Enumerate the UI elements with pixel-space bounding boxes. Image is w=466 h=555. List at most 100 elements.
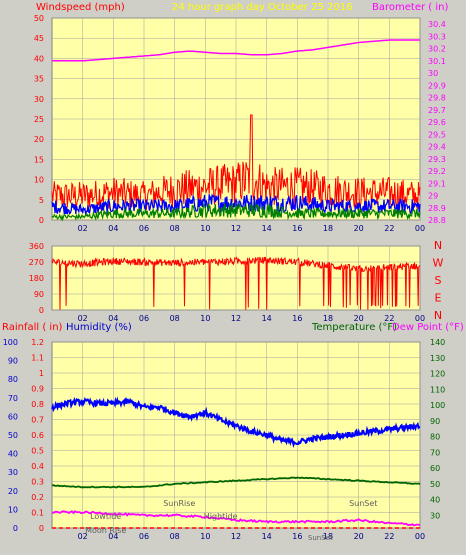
baro-tick-label: 29.4 bbox=[428, 143, 446, 152]
baro-tick-label: 29.5 bbox=[428, 130, 446, 139]
rain-x-tick: 08 bbox=[170, 532, 180, 541]
dir-x-tick: 04 bbox=[108, 314, 118, 323]
rain-x-tick: 22 bbox=[384, 532, 394, 541]
rainfall-axis-label: Rainfall ( in) bbox=[2, 322, 63, 333]
dewpoint-axis-label: Dew Point (°F) bbox=[392, 322, 464, 333]
rain-tick-label: 0.3 bbox=[31, 478, 44, 487]
rain-x-tick: 10 bbox=[200, 532, 210, 541]
dir-x-tick: 06 bbox=[139, 314, 149, 323]
temp-tick-label: 100 bbox=[430, 401, 445, 410]
dir-x-tick: 10 bbox=[200, 314, 210, 323]
wind-tick-label: 5 bbox=[39, 196, 44, 205]
rain-tick-label: 1 bbox=[39, 369, 44, 378]
humidity-tick-label: 90 bbox=[8, 357, 18, 366]
dir-x-tick: 22 bbox=[384, 314, 394, 323]
wind-x-tick: 12 bbox=[231, 224, 241, 233]
humidity-tick-label: 80 bbox=[8, 375, 18, 384]
rain-tick-label: 0.4 bbox=[31, 462, 44, 471]
chart-title: 24 hour graph day October 25 2016 bbox=[172, 2, 353, 13]
dir-x-tick: 08 bbox=[170, 314, 180, 323]
rain-tick-label: 0.9 bbox=[31, 385, 44, 394]
dir-x-tick: 02 bbox=[78, 314, 88, 323]
wind-x-tick: 18 bbox=[323, 224, 333, 233]
dir-tick-label: 270 bbox=[29, 258, 44, 267]
event-annotation: Lowtide bbox=[90, 512, 121, 521]
temp-tick-label: 30 bbox=[430, 511, 440, 520]
temp-tick-label: 140 bbox=[430, 338, 445, 347]
dir-tick-label: 180 bbox=[29, 274, 44, 283]
baro-tick-label: 29.2 bbox=[428, 167, 446, 176]
humidity-tick-label: 10 bbox=[8, 505, 18, 514]
rain-x-tick: 16 bbox=[292, 532, 302, 541]
rain-hum-temp-grid bbox=[52, 341, 421, 529]
baro-tick-label: 30.4 bbox=[428, 20, 446, 29]
temp-tick-label: 110 bbox=[430, 385, 445, 394]
wind-tick-label: 50 bbox=[34, 14, 44, 23]
baro-tick-label: 29.3 bbox=[428, 155, 446, 164]
temp-tick-label: 40 bbox=[430, 496, 440, 505]
baro-tick-label: 29.6 bbox=[428, 118, 446, 127]
event-annotation: SunRise bbox=[163, 499, 195, 508]
wind-tick-label: 15 bbox=[34, 155, 44, 164]
rain-x-tick: 06 bbox=[139, 532, 149, 541]
rain-hum-temp-series bbox=[51, 396, 421, 529]
wind-tick-label: 45 bbox=[34, 34, 44, 43]
rain-tick-label: 0.2 bbox=[31, 493, 44, 502]
rain-x-tick: 00 bbox=[415, 532, 425, 541]
rain-tick-label: 0.6 bbox=[31, 431, 44, 440]
direction-series bbox=[51, 256, 421, 310]
wind-tick-label: 30 bbox=[34, 95, 44, 104]
rain-x-tick: 14 bbox=[262, 532, 272, 541]
humidity-tick-label: 20 bbox=[8, 487, 18, 496]
event-annotation: SunSet bbox=[349, 499, 377, 508]
baro-tick-label: 29.1 bbox=[428, 179, 446, 188]
rain-tick-label: 0.5 bbox=[31, 447, 44, 456]
rain-x-tick: 12 bbox=[231, 532, 241, 541]
humidity-tick-label: 70 bbox=[8, 394, 18, 403]
humidity-line bbox=[51, 396, 421, 449]
wind-tick-label: 0 bbox=[39, 216, 44, 225]
rain-x-tick: 04 bbox=[108, 532, 118, 541]
compass-label: S bbox=[435, 274, 442, 287]
temp-tick-label: 130 bbox=[430, 354, 445, 363]
temp-tick-label: 60 bbox=[430, 464, 440, 473]
compass-label: N bbox=[434, 239, 442, 252]
gust-line bbox=[51, 114, 421, 211]
wind-x-tick: 16 bbox=[292, 224, 302, 233]
wind-x-tick: 14 bbox=[262, 224, 272, 233]
min-wind-line bbox=[51, 202, 421, 222]
dir-x-tick: 14 bbox=[262, 314, 272, 323]
humidity-tick-label: 50 bbox=[8, 431, 18, 440]
direction-line bbox=[51, 256, 421, 310]
humidity-tick-label: 100 bbox=[3, 338, 18, 347]
wind-tick-label: 10 bbox=[34, 176, 44, 185]
baro-tick-label: 29 bbox=[428, 192, 438, 201]
baro-tick-label: 30.1 bbox=[428, 57, 446, 66]
dir-tick-label: 0 bbox=[39, 306, 44, 315]
humidity-tick-label: 0 bbox=[13, 524, 18, 533]
temperature-axis-label: Temperature (°F) bbox=[311, 322, 397, 333]
temp-tick-label: 90 bbox=[430, 417, 440, 426]
rain-tick-label: 0.8 bbox=[31, 400, 44, 409]
wind-baro-series bbox=[51, 39, 421, 222]
dir-tick-label: 360 bbox=[29, 242, 44, 251]
dir-x-tick: 20 bbox=[354, 314, 364, 323]
wind-x-tick: 20 bbox=[354, 224, 364, 233]
wind-x-tick: 10 bbox=[200, 224, 210, 233]
rain-tick-label: 0.7 bbox=[31, 416, 44, 425]
wind-tick-label: 20 bbox=[34, 135, 44, 144]
baro-tick-label: 30.3 bbox=[428, 32, 446, 41]
wind-baro-axes: 0 5 10 15 20 25 30 35 40 45 50 28.8 28.9 29 29.1 29.2 29… bbox=[34, 14, 446, 233]
baro-tick-label: 29.7 bbox=[428, 106, 446, 115]
wind-x-tick: 08 bbox=[170, 224, 180, 233]
barometer-axis-label: Barometer ( in) bbox=[372, 2, 448, 13]
rain-tick-label: 0 bbox=[39, 524, 44, 533]
rain-hum-temp-axes: 010203040506070809010000.10.20.30.40.50.… bbox=[3, 338, 446, 542]
baro-tick-label: 29.8 bbox=[428, 94, 446, 103]
humidity-tick-label: 40 bbox=[8, 450, 18, 459]
wind-x-tick: 00 bbox=[415, 224, 425, 233]
event-annotation: Moon Rise bbox=[85, 526, 126, 535]
compass-label: N bbox=[434, 309, 442, 322]
wind-x-tick: 04 bbox=[108, 224, 118, 233]
